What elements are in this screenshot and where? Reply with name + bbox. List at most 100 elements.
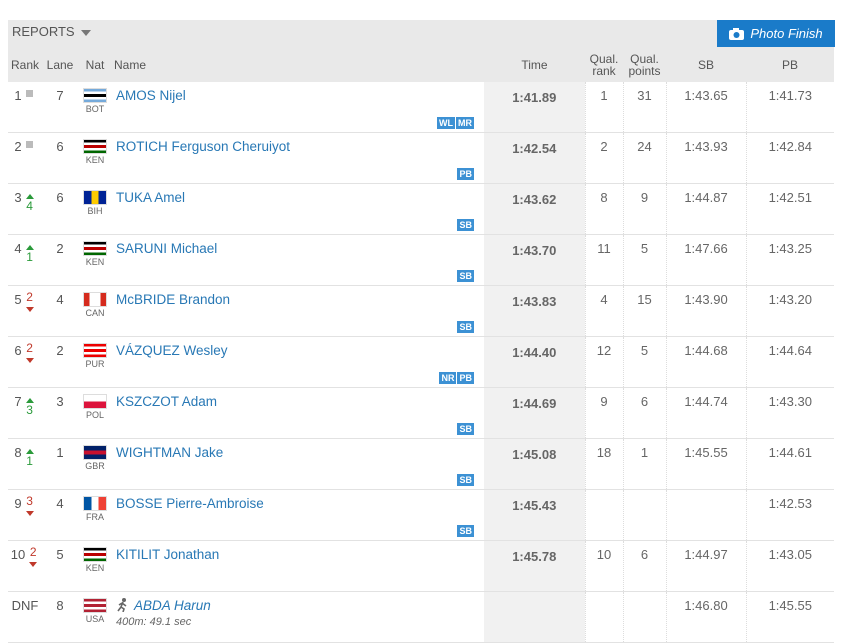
- athlete-name[interactable]: McBRIDE Brandon: [116, 292, 231, 307]
- qual-rank: 10: [584, 540, 623, 592]
- athlete-name[interactable]: WIGHTMAN Jake: [116, 445, 224, 460]
- pb-value: 1:42.84: [768, 139, 812, 154]
- table-body: 1 7 BOT AMOS Nijel WL MR 1:41.89 1 31 1:43.65 1:41…: [8, 82, 834, 643]
- pb: 1:44.64: [745, 336, 834, 388]
- athlete-name[interactable]: KSZCZOT Adam: [116, 394, 218, 409]
- arrow: [25, 194, 34, 199]
- record-badge: SB: [457, 474, 474, 486]
- sb: 1:47.66: [665, 234, 746, 286]
- nat-cell: USA: [78, 591, 112, 643]
- sb: 1:44.87: [665, 183, 746, 235]
- qual-points: 31: [622, 82, 666, 133]
- column-header: Rank: [8, 47, 42, 82]
- pb-value: 1:43.05: [768, 547, 812, 562]
- runner-icon: [117, 598, 127, 613]
- flag: [83, 445, 107, 460]
- record-badge: SB: [457, 270, 474, 282]
- athlete-name[interactable]: SARUNI Michael: [116, 241, 218, 256]
- column-header: Time: [484, 47, 585, 82]
- time: 1:43.70: [484, 234, 585, 286]
- pb-value: 1:43.20: [768, 292, 812, 307]
- qual-rank-value: 4: [600, 292, 608, 307]
- rank-change-count: 2: [26, 341, 33, 355]
- qual-rank: 11: [584, 234, 623, 286]
- qual-points: 1: [622, 438, 666, 490]
- qual-rank-value: 1: [600, 88, 608, 103]
- qual-points-value: 1: [640, 445, 649, 460]
- column-header: Qual. points: [623, 47, 666, 82]
- qual-points: 5: [622, 336, 666, 388]
- time-value: 1:45.78: [512, 549, 557, 564]
- sb: 1:44.68: [665, 336, 746, 388]
- pb-value: 1:41.73: [768, 88, 812, 103]
- sb-value: 1:45.55: [684, 445, 728, 460]
- name-cell: McBRIDE Brandon SB: [112, 285, 484, 337]
- result-row: 4 1 2 KEN SARUNI Michael SB 1:43.70 11 5 1:47.66 1…: [8, 234, 834, 286]
- rank-cell: 1: [8, 82, 42, 133]
- name-cell: TUKA Amel SB: [112, 183, 484, 235]
- flag: [83, 496, 107, 511]
- lane: 1: [42, 438, 78, 490]
- qual-points-value: 24: [637, 139, 652, 154]
- flag: [83, 547, 107, 562]
- qual-points-value: 31: [637, 88, 652, 103]
- badges: PB: [457, 168, 474, 180]
- nat-code: KEN: [85, 563, 105, 573]
- record-badge: PB: [457, 372, 474, 384]
- pb-value: 1:42.53: [768, 496, 812, 511]
- qual-points: 15: [622, 285, 666, 337]
- rank: 3: [14, 190, 22, 205]
- results-panel: REPORTS Photo Finish Rank Lane Nat Name Time…: [8, 20, 835, 643]
- athlete-name[interactable]: ROTICH Ferguson Cheruiyot: [116, 139, 291, 154]
- flag: [83, 292, 107, 307]
- result-row: DNF 8 USA ABDA Harun 400m: 49.1 sec 1:46.80 1:…: [8, 591, 834, 643]
- name-cell: BOSSE Pierre-Ambroise SB: [112, 489, 484, 541]
- rank-change-count: 4: [26, 199, 33, 213]
- flag: [83, 241, 107, 256]
- nat-cell: PUR: [78, 336, 112, 388]
- nat-code: BOT: [85, 104, 105, 114]
- qual-rank: 12: [584, 336, 623, 388]
- record-badge: SB: [457, 525, 474, 537]
- qual-rank-value: 8: [600, 190, 608, 205]
- toolbar: REPORTS Photo Finish: [8, 20, 835, 47]
- athlete-name[interactable]: BOSSE Pierre-Ambroise: [116, 496, 264, 511]
- qual-rank: [584, 489, 623, 541]
- sb: 1:43.65: [665, 82, 746, 133]
- photo-finish-label: Photo Finish: [750, 26, 823, 41]
- time-value: 1:44.69: [512, 396, 557, 411]
- nat-code: GBR: [85, 461, 105, 471]
- nat-cell: KEN: [78, 540, 112, 592]
- time: 1:43.83: [484, 285, 585, 337]
- sb-value: 1:44.74: [684, 394, 728, 409]
- athlete-name[interactable]: TUKA Amel: [116, 190, 186, 205]
- athlete-name[interactable]: VÁZQUEZ Wesley: [116, 343, 228, 358]
- name-cell: AMOS Nijel WL MR: [112, 82, 484, 133]
- rank-change: 3: [24, 394, 36, 416]
- flag: [83, 139, 107, 154]
- rank-change-count: 2: [29, 545, 37, 559]
- athlete-name[interactable]: AMOS Nijel: [116, 88, 186, 103]
- arrow: [25, 398, 34, 403]
- time-value: 1:43.83: [512, 294, 557, 309]
- athlete-name[interactable]: KITILIT Jonathan: [116, 547, 220, 562]
- name-cell: WIGHTMAN Jake SB: [112, 438, 484, 490]
- reports-button[interactable]: REPORTS: [12, 24, 91, 39]
- rank: 1: [14, 88, 22, 103]
- nat-code: CAN: [85, 308, 105, 318]
- time-value: 1:43.62: [512, 192, 557, 207]
- pb: 1:42.51: [745, 183, 834, 235]
- photo-finish-button[interactable]: Photo Finish: [717, 20, 835, 47]
- athlete-name[interactable]: ABDA Harun: [134, 598, 211, 613]
- qual-rank-value: 18: [596, 445, 612, 460]
- sb-value: 1:43.93: [684, 139, 728, 154]
- nat-cell: POL: [78, 387, 112, 439]
- nat-cell: GBR: [78, 438, 112, 490]
- header-row: Rank Lane Nat Name Time Qual. rank Qual. point…: [8, 47, 834, 82]
- qual-rank: 8: [584, 183, 623, 235]
- rank-change-count: 1: [26, 250, 33, 264]
- time-value: 1:41.89: [512, 90, 557, 105]
- arrow: [25, 307, 34, 312]
- sb-value: 1:47.66: [684, 241, 728, 256]
